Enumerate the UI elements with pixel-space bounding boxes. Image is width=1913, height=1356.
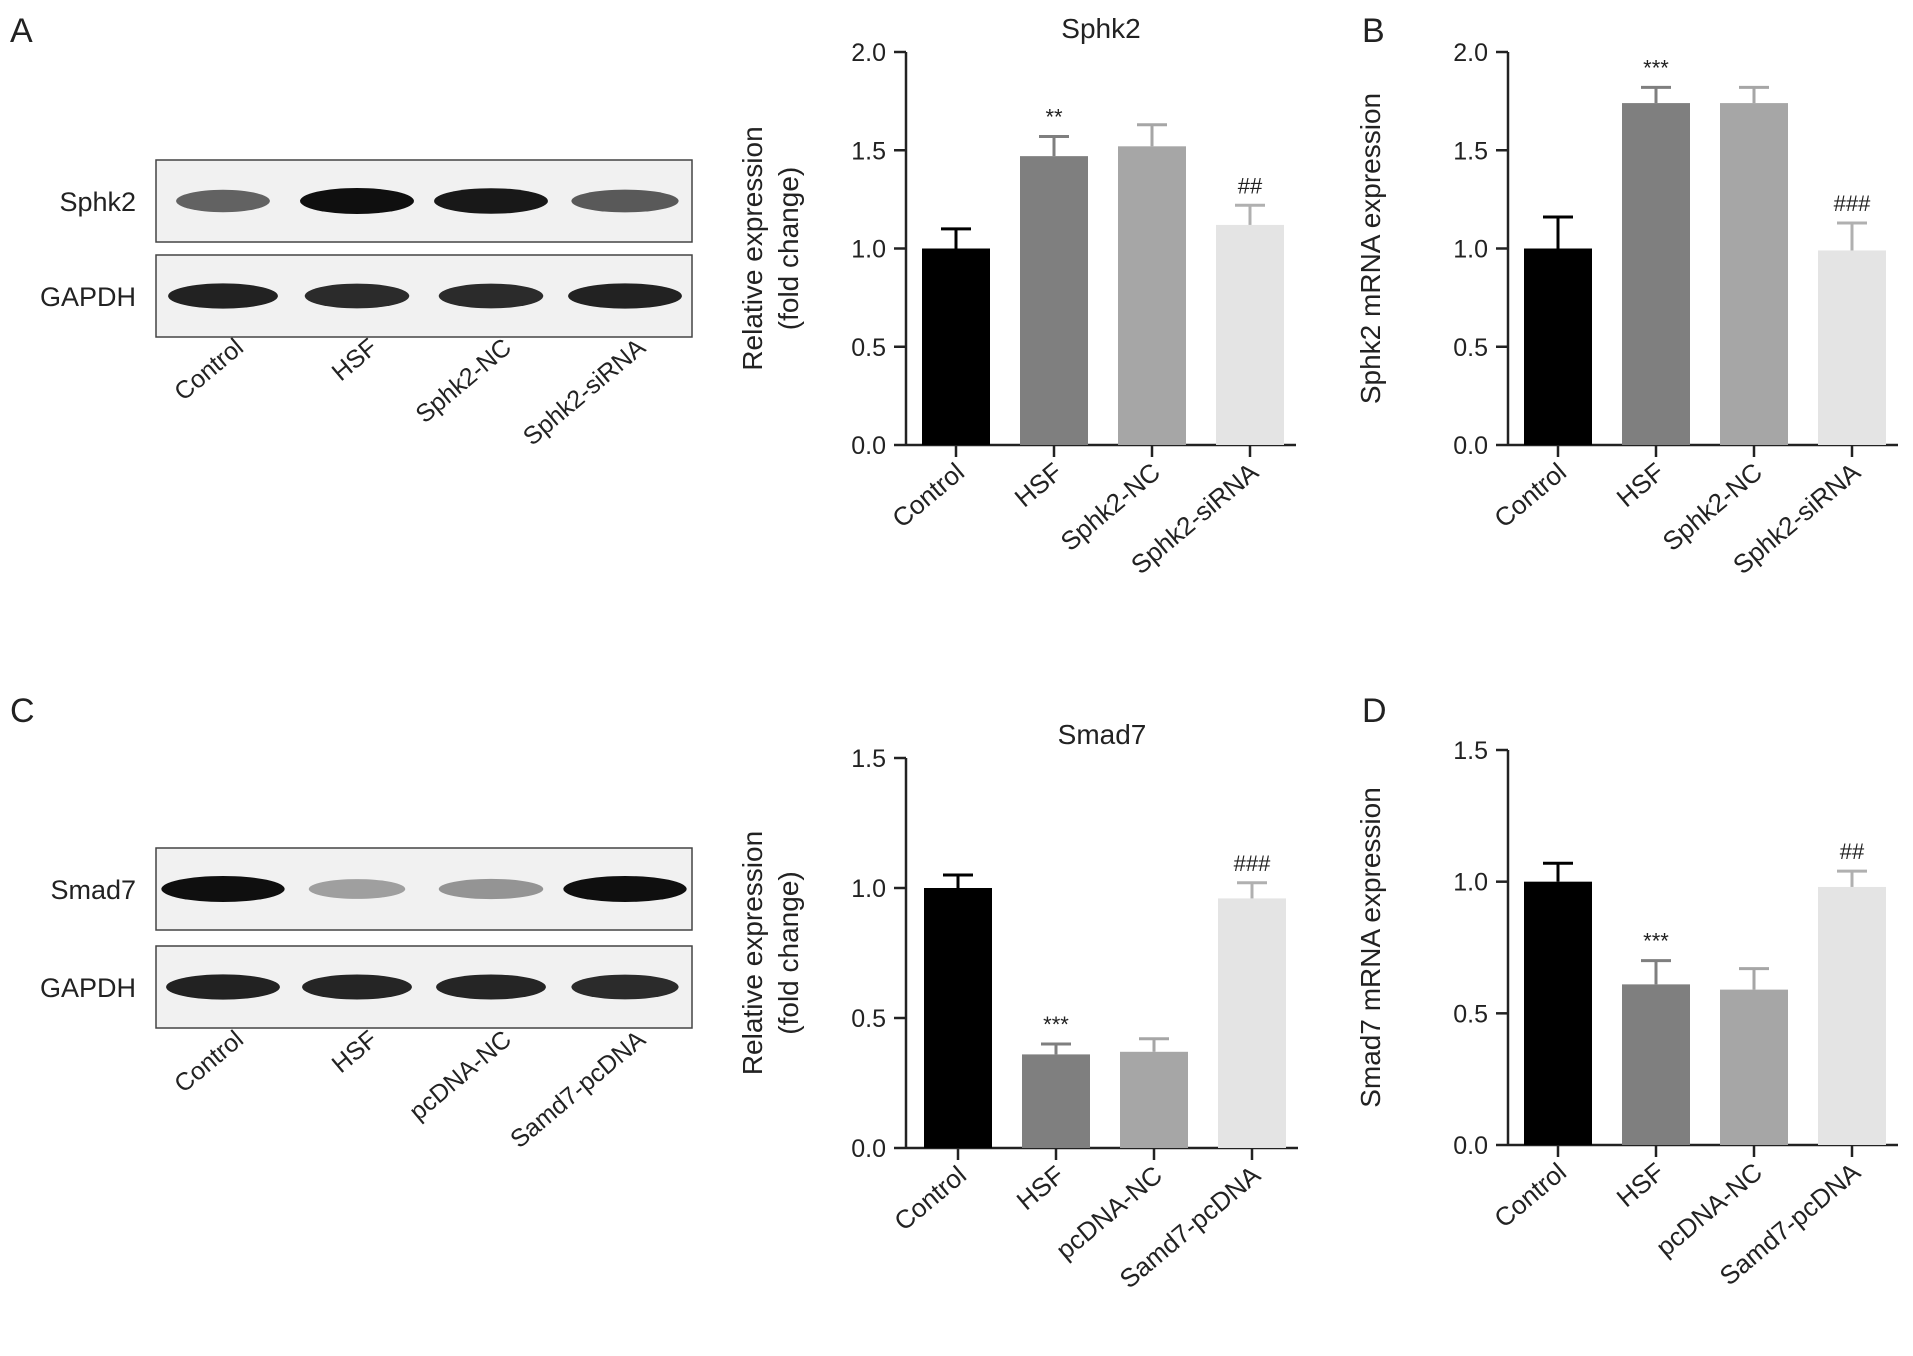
bar: [1720, 103, 1788, 445]
x-tick-label: Control: [1488, 1157, 1571, 1234]
x-tick-label: HSF: [1011, 1160, 1070, 1216]
y-tick-label: 1.0: [1453, 869, 1488, 897]
significance-label: ##: [1238, 173, 1263, 198]
blot-row-label: Smad7: [50, 875, 136, 905]
significance-label: ***: [1643, 929, 1669, 954]
bar: [1622, 984, 1690, 1145]
y-tick-label: 0.0: [851, 432, 886, 460]
blot-row-label: GAPDH: [40, 282, 136, 312]
y-tick-label: 1.0: [851, 875, 886, 903]
blot-lane-label: Control: [169, 1025, 249, 1098]
y-axis-label: Relative expression: [737, 126, 768, 370]
x-tick-label: HSF: [1611, 1157, 1670, 1213]
blot-band: [300, 188, 414, 214]
blot-band: [563, 876, 687, 902]
y-axis-label: Sphk2 mRNA expression: [1355, 93, 1386, 404]
blot-band: [568, 283, 682, 309]
blot-band: [438, 878, 544, 900]
blot-band: [571, 189, 679, 213]
significance-label: ###: [1834, 191, 1871, 216]
bar: [922, 248, 990, 445]
blot-band: [168, 283, 278, 309]
blot-band: [436, 974, 546, 1000]
blot-band: [302, 974, 412, 1000]
panel-label-d: D: [1362, 692, 1387, 730]
bar: [1720, 989, 1788, 1145]
y-axis-label: Smad7 mRNA expression: [1355, 787, 1386, 1108]
panel-label-b: B: [1362, 12, 1385, 50]
significance-label: ###: [1234, 851, 1271, 876]
blot-row-label: GAPDH: [40, 973, 136, 1003]
blot-lane-label: Control: [169, 333, 249, 406]
blot-band: [571, 974, 679, 1000]
blot-band: [304, 283, 410, 309]
bar-chart-2: 0.0 0.5 1.0 1.5 2.0 Sphk2 mRNA expression Cont…: [1355, 39, 1898, 580]
bar: [1524, 248, 1592, 445]
y-tick-label: 2.0: [1453, 39, 1488, 67]
bar: [924, 888, 992, 1148]
bar: [1022, 1054, 1090, 1148]
significance-label: **: [1045, 104, 1063, 129]
y-tick-label: 0.5: [851, 1005, 886, 1033]
y-tick-label: 1.5: [851, 745, 886, 773]
y-tick-label: 2.0: [851, 39, 886, 67]
y-axis-label: (fold change): [773, 167, 804, 330]
significance-label: ##: [1840, 839, 1865, 864]
blot-band: [161, 876, 285, 902]
blot-band: [438, 283, 544, 309]
bar-chart-3: 0.0 0.5 1.0 1.5 Relative expression (fold cha…: [737, 719, 1298, 1294]
bar: [1622, 103, 1690, 445]
y-tick-label: 1.5: [1453, 737, 1488, 765]
x-tick-label: Control: [888, 1160, 971, 1237]
y-tick-label: 0.5: [1453, 1000, 1488, 1028]
bar: [1118, 146, 1186, 445]
y-tick-label: 0.0: [1453, 1132, 1488, 1160]
y-tick-label: 1.0: [1453, 236, 1488, 264]
bar: [1818, 886, 1886, 1145]
y-tick-label: 1.0: [851, 236, 886, 264]
blot-band: [176, 189, 270, 213]
significance-label: ***: [1043, 1012, 1069, 1037]
y-tick-label: 0.0: [851, 1135, 886, 1163]
blot-lane-label: HSF: [327, 333, 383, 387]
blot-lane-label: Sphk2-NC: [411, 333, 517, 429]
x-tick-label: HSF: [1009, 457, 1068, 513]
bar: [1120, 1051, 1188, 1148]
y-tick-label: 0.5: [1453, 334, 1488, 362]
western-blot-1: Sphk2 GAPDH Control HSF Sphk2-NC Sphk2-siRNA: [40, 159, 693, 451]
y-axis-label: (fold change): [773, 871, 804, 1034]
blot-band: [434, 188, 548, 214]
bar-chart-1: 0.0 0.5 1.0 1.5 2.0 Relative expression (fold …: [737, 13, 1296, 580]
x-tick-label: Control: [886, 457, 969, 534]
blot-row-label: Sphk2: [59, 187, 136, 217]
bar-chart-4: 0.0 0.5 1.0 1.5 Smad7 mRNA expression Control…: [1355, 737, 1898, 1291]
y-axis-label: Relative expression: [737, 831, 768, 1075]
chart-title: Sphk2: [1061, 13, 1140, 44]
panel-label-a: A: [10, 12, 33, 50]
blot-band: [308, 879, 406, 899]
blot-band: [166, 974, 280, 1000]
y-tick-label: 0.5: [851, 334, 886, 362]
chart-title: Smad7: [1058, 719, 1147, 750]
bar: [1818, 250, 1886, 445]
significance-label: ***: [1643, 55, 1669, 80]
bar: [1216, 224, 1284, 445]
y-tick-label: 1.5: [1453, 137, 1488, 165]
x-tick-label: HSF: [1611, 457, 1670, 513]
blot-lane-label: pcDNA-NC: [404, 1025, 517, 1126]
bar: [1218, 898, 1286, 1148]
blot-lane-label: Samd7-pcDNA: [505, 1025, 651, 1154]
bar: [1020, 156, 1088, 445]
blot-lane-label: HSF: [327, 1025, 383, 1079]
y-tick-label: 0.0: [1453, 432, 1488, 460]
panel-label-c: C: [10, 692, 35, 730]
x-tick-label: Control: [1488, 457, 1571, 534]
y-tick-label: 1.5: [851, 137, 886, 165]
blot-lane-label: Sphk2-siRNA: [518, 333, 651, 451]
bar: [1524, 881, 1592, 1145]
